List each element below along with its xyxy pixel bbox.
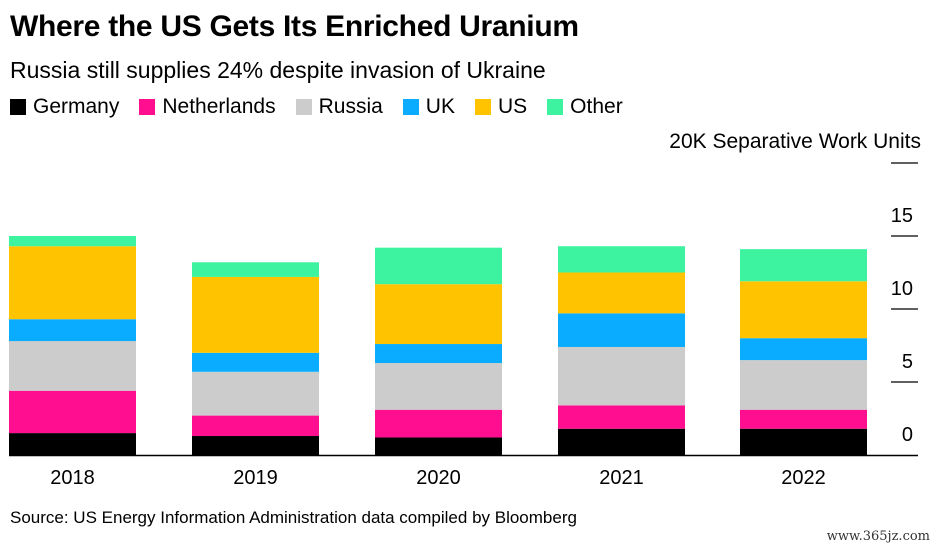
bar-2020-other [375, 247, 502, 285]
bar-2019-uk [192, 352, 319, 372]
bar-2019-other [192, 262, 319, 277]
chart-title: Where the US Gets Its Enriched Uranium [10, 10, 579, 43]
bar-2022-uk [740, 338, 867, 361]
bar-2022-other [740, 249, 867, 282]
bar-2021-uk [558, 313, 685, 347]
legend-swatch-russia [295, 99, 312, 115]
watermark: www.365jz.com [826, 529, 930, 544]
legend-swatch-netherlands [139, 99, 156, 115]
bar-2020-uk [375, 344, 502, 364]
legend-label-russia: Russia [318, 95, 383, 118]
bar-2018-us [9, 246, 136, 320]
bar-2019-russia [192, 371, 319, 416]
bar-2018-other [9, 236, 136, 247]
legend-item-russia: Russia [295, 95, 383, 119]
bar-2019-us [192, 276, 319, 353]
bar-2018-netherlands [9, 390, 136, 434]
legend-item-uk: UK [402, 95, 455, 119]
x-tick-label-2019: 2019 [233, 467, 278, 489]
y-axis-unit-label: 20K Separative Work Units [669, 130, 921, 153]
y-tick-label-0: 0 [902, 424, 913, 446]
legend-item-other: Other [547, 95, 623, 119]
bar-2021-us [558, 272, 685, 314]
legend-item-germany: Germany [10, 95, 119, 119]
x-tick-label-2020: 2020 [416, 467, 461, 489]
y-tick-label-5: 5 [902, 351, 913, 373]
legend-label-netherlands: Netherlands [162, 95, 276, 118]
legend-label-germany: Germany [33, 95, 120, 118]
chart-subtitle: Russia still supplies 24% despite invasi… [10, 57, 546, 83]
legend-label-uk: UK [425, 95, 455, 118]
bar-2022-us [740, 281, 867, 339]
x-tick-label-2022: 2022 [781, 467, 826, 489]
bar-2020-netherlands [375, 409, 502, 438]
bar-2020-us [375, 284, 502, 345]
legend-swatch-uk [402, 99, 419, 115]
bar-2022-russia [740, 360, 867, 410]
legend-label-us: US [497, 95, 528, 118]
source-note: Source: US Energy Information Administra… [10, 508, 577, 527]
bar-2021-germany [558, 428, 685, 455]
bar-2018-russia [9, 341, 136, 391]
legend-label-other: Other [570, 95, 623, 118]
bar-2021-russia [558, 346, 685, 406]
legend-swatch-us [474, 99, 491, 115]
bar-2022-netherlands [740, 409, 867, 429]
y-tick-label-15: 15 [891, 205, 913, 227]
bar-2021-other [558, 246, 685, 273]
bar-2020-germany [375, 437, 502, 455]
y-tick-label-10: 10 [891, 278, 913, 300]
legend-swatch-other [547, 99, 564, 115]
bar-2018-uk [9, 319, 136, 342]
bar-2021-netherlands [558, 405, 685, 429]
x-tick-label-2021: 2021 [599, 467, 644, 489]
bar-2019-germany [192, 436, 319, 455]
bar-2019-netherlands [192, 415, 319, 437]
legend-item-us: US [474, 95, 528, 119]
x-tick-label-2018: 2018 [50, 467, 95, 489]
legend-swatch-germany [10, 99, 26, 115]
legend-item-netherlands: Netherlands [139, 95, 276, 119]
legend: Germany Netherlands Russia UK US Other [10, 95, 643, 119]
bar-2020-russia [375, 363, 502, 410]
bar-2018-germany [9, 433, 136, 455]
bar-2022-germany [740, 428, 867, 455]
